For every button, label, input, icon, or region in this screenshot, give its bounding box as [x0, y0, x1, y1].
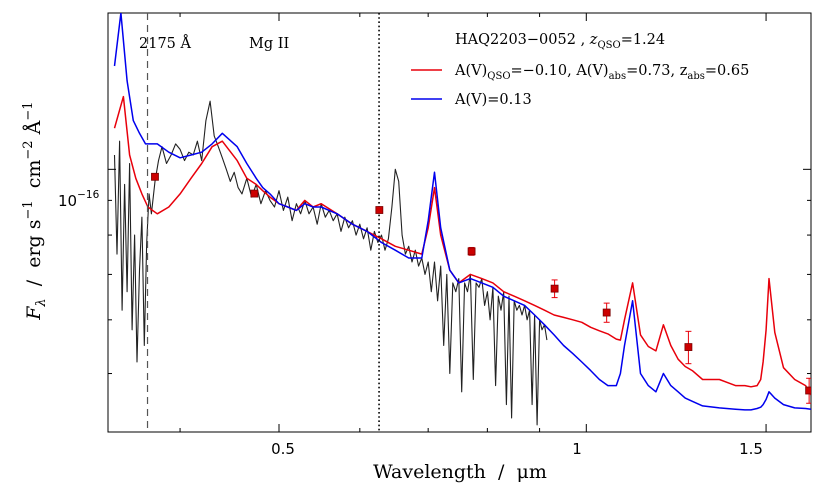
y-axis-label: Fλ / erg s−1 cm−2 Å−1	[15, 83, 49, 350]
x-axis-label: Wavelength / μm	[373, 461, 547, 483]
photometry-point-3	[467, 247, 476, 256]
chart-title: HAQ2203−0052 , zQSO=1.24	[455, 32, 665, 51]
series-layer	[113, 13, 811, 426]
photometry-point-6	[684, 343, 693, 351]
ytick-label: 10−16	[58, 189, 100, 210]
legend-label-red: A(V)QSO=−0.10, A(V)abs=0.73, zabs=0.65	[454, 63, 749, 82]
photometry-point-2	[375, 206, 384, 214]
xtick-label-1.5: 1.5	[739, 440, 763, 458]
photometry-point-1	[250, 189, 259, 198]
reference-lines	[146, 13, 380, 432]
photometry-point-5	[602, 308, 611, 317]
photometry-layer	[151, 172, 811, 404]
series-red-line	[113, 95, 811, 396]
xtick-label-0.5: 0.5	[271, 440, 295, 458]
photometry-point-4	[550, 284, 559, 293]
photometry-point-0	[151, 172, 159, 181]
photometry-point-7	[805, 386, 811, 395]
series-observed-line	[113, 100, 548, 426]
vline-label-2175: 2175 Å	[139, 34, 192, 52]
axis-ticks	[108, 13, 811, 432]
xtick-label-1: 1	[572, 440, 582, 458]
plot-frame	[107, 12, 812, 433]
series-blue-line	[113, 13, 811, 411]
vline-label-mgii: Mg II	[249, 36, 289, 52]
legend: A(V)QSO=−0.10, A(V)abs=0.73, zabs=0.65 A…	[411, 63, 749, 108]
legend-label-blue: A(V)=0.13	[454, 92, 532, 108]
